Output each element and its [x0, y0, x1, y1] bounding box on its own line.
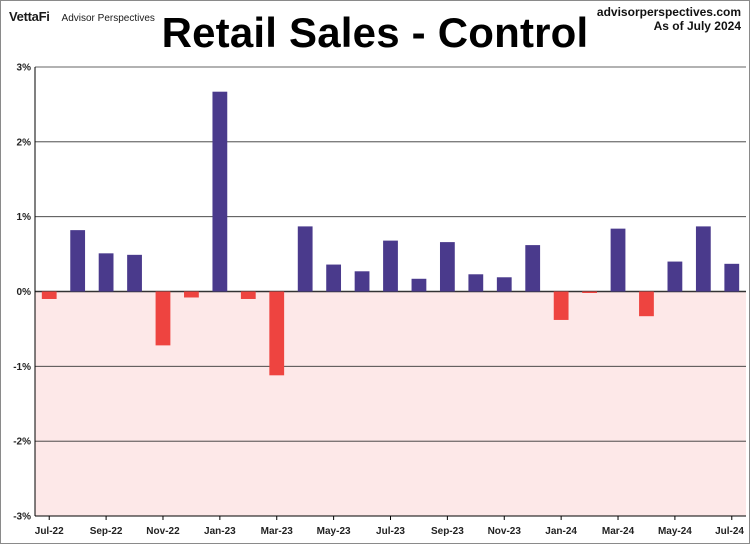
- y-tick-label: 3%: [17, 63, 32, 74]
- vettafi-logo: VettaFi: [9, 9, 50, 24]
- x-tick-label: Sep-23: [431, 526, 464, 537]
- bar: [695, 226, 711, 292]
- negative-zone-shading: [35, 291, 746, 516]
- bar: [639, 291, 654, 317]
- y-tick-label: -3%: [13, 512, 31, 523]
- y-tick-label: 0%: [17, 287, 32, 298]
- y-tick-label: -2%: [13, 437, 31, 448]
- bar: [383, 240, 398, 292]
- bar: [439, 242, 455, 292]
- bar: [127, 254, 142, 292]
- bar: [240, 291, 256, 299]
- x-tick-label: Mar-23: [261, 526, 294, 537]
- bar: [411, 278, 427, 292]
- bar: [98, 253, 114, 292]
- bar: [70, 230, 86, 292]
- bar: [269, 291, 285, 376]
- source-site: advisorperspectives.com: [596, 5, 741, 19]
- x-tick-label: May-23: [317, 526, 351, 537]
- bar: [667, 261, 683, 292]
- x-tick-label: Mar-24: [602, 526, 635, 537]
- x-tick-label: Nov-23: [488, 526, 522, 537]
- x-tick-label: Jul-24: [715, 526, 744, 537]
- bar: [582, 291, 597, 293]
- brand: VettaFi Advisor Perspectives: [9, 9, 155, 24]
- y-tick-label: 1%: [17, 212, 32, 223]
- x-tick-label: Jul-22: [35, 526, 64, 537]
- x-tick-label: Sep-22: [90, 526, 123, 537]
- bar: [326, 264, 342, 292]
- bar: [354, 271, 370, 292]
- x-tick-label: Nov-22: [146, 526, 180, 537]
- source-block: advisorperspectives.com As of July 2024: [597, 5, 741, 33]
- x-tick-label: May-24: [658, 526, 692, 537]
- bar: [297, 226, 313, 292]
- bar: [184, 291, 199, 298]
- bar: [212, 91, 228, 292]
- brand-name: Advisor Perspectives: [61, 13, 155, 24]
- bar: [610, 228, 626, 292]
- x-tick-label: Jan-24: [545, 526, 577, 537]
- y-tick-label: 2%: [17, 137, 32, 148]
- x-tick-label: Jan-23: [204, 526, 236, 537]
- chart-title: Retail Sales - Control: [161, 9, 589, 56]
- bar: [41, 291, 57, 299]
- bar: [553, 291, 569, 320]
- bar: [155, 291, 171, 346]
- bar: [496, 277, 512, 292]
- bar: [468, 274, 484, 292]
- source-date: As of July 2024: [653, 19, 741, 33]
- x-tick-label: Jul-23: [376, 526, 405, 537]
- y-tick-label: -1%: [13, 362, 31, 373]
- bar: [724, 263, 740, 292]
- bar: [525, 245, 541, 292]
